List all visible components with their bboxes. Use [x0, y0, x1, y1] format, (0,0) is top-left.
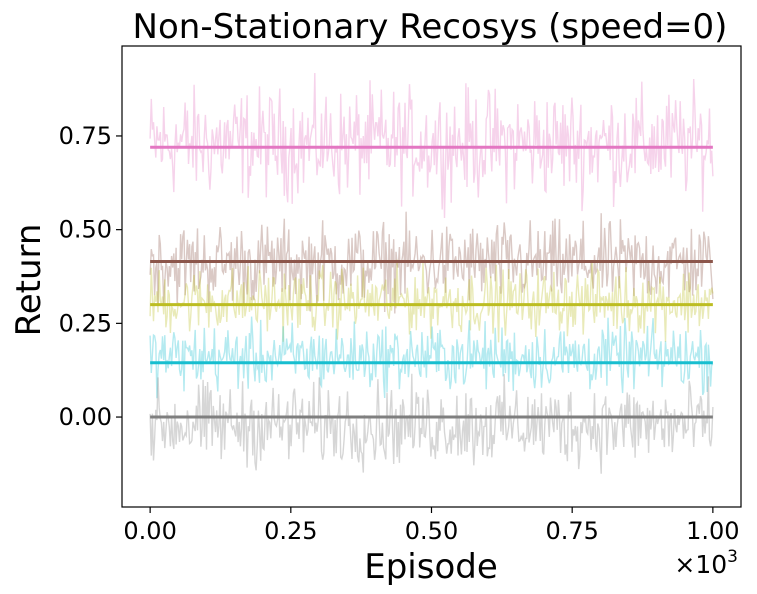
y-tick-label: 0.00 — [59, 403, 112, 431]
series-4-noise-trace — [149, 373, 714, 474]
y-tick-label: 0.25 — [59, 309, 112, 337]
noise-traces — [149, 72, 714, 474]
series-3-noise-trace — [149, 316, 714, 399]
y-tick-label: 0.50 — [59, 216, 112, 244]
series-0-noise-trace — [149, 72, 714, 219]
x-axis-multiplier: ×103 — [674, 547, 738, 579]
y-axis-ticks: 0.00 0.25 0.50 0.75 — [59, 122, 122, 431]
x-axis-label: Episode — [364, 547, 498, 587]
x-axis-ticks: 0.00 0.25 0.50 0.75 1.00 — [123, 507, 740, 545]
x-tick-label: 0.00 — [123, 517, 176, 545]
y-tick-label: 0.75 — [59, 122, 112, 150]
x-tick-label: 0.75 — [545, 517, 598, 545]
x-axis-multiplier-exponent: 3 — [727, 547, 738, 567]
x-tick-label: 1.00 — [686, 517, 739, 545]
series-1-noise-trace — [149, 211, 714, 314]
y-axis-label: Return — [9, 224, 49, 337]
x-axis-multiplier-base: ×10 — [674, 550, 727, 579]
mean-lines — [150, 145, 713, 419]
chart-title: Non-Stationary Recosys (speed=0) — [133, 7, 728, 47]
series-2-noise-trace — [149, 259, 714, 343]
x-tick-label: 0.25 — [264, 517, 317, 545]
x-tick-label: 0.50 — [405, 517, 458, 545]
